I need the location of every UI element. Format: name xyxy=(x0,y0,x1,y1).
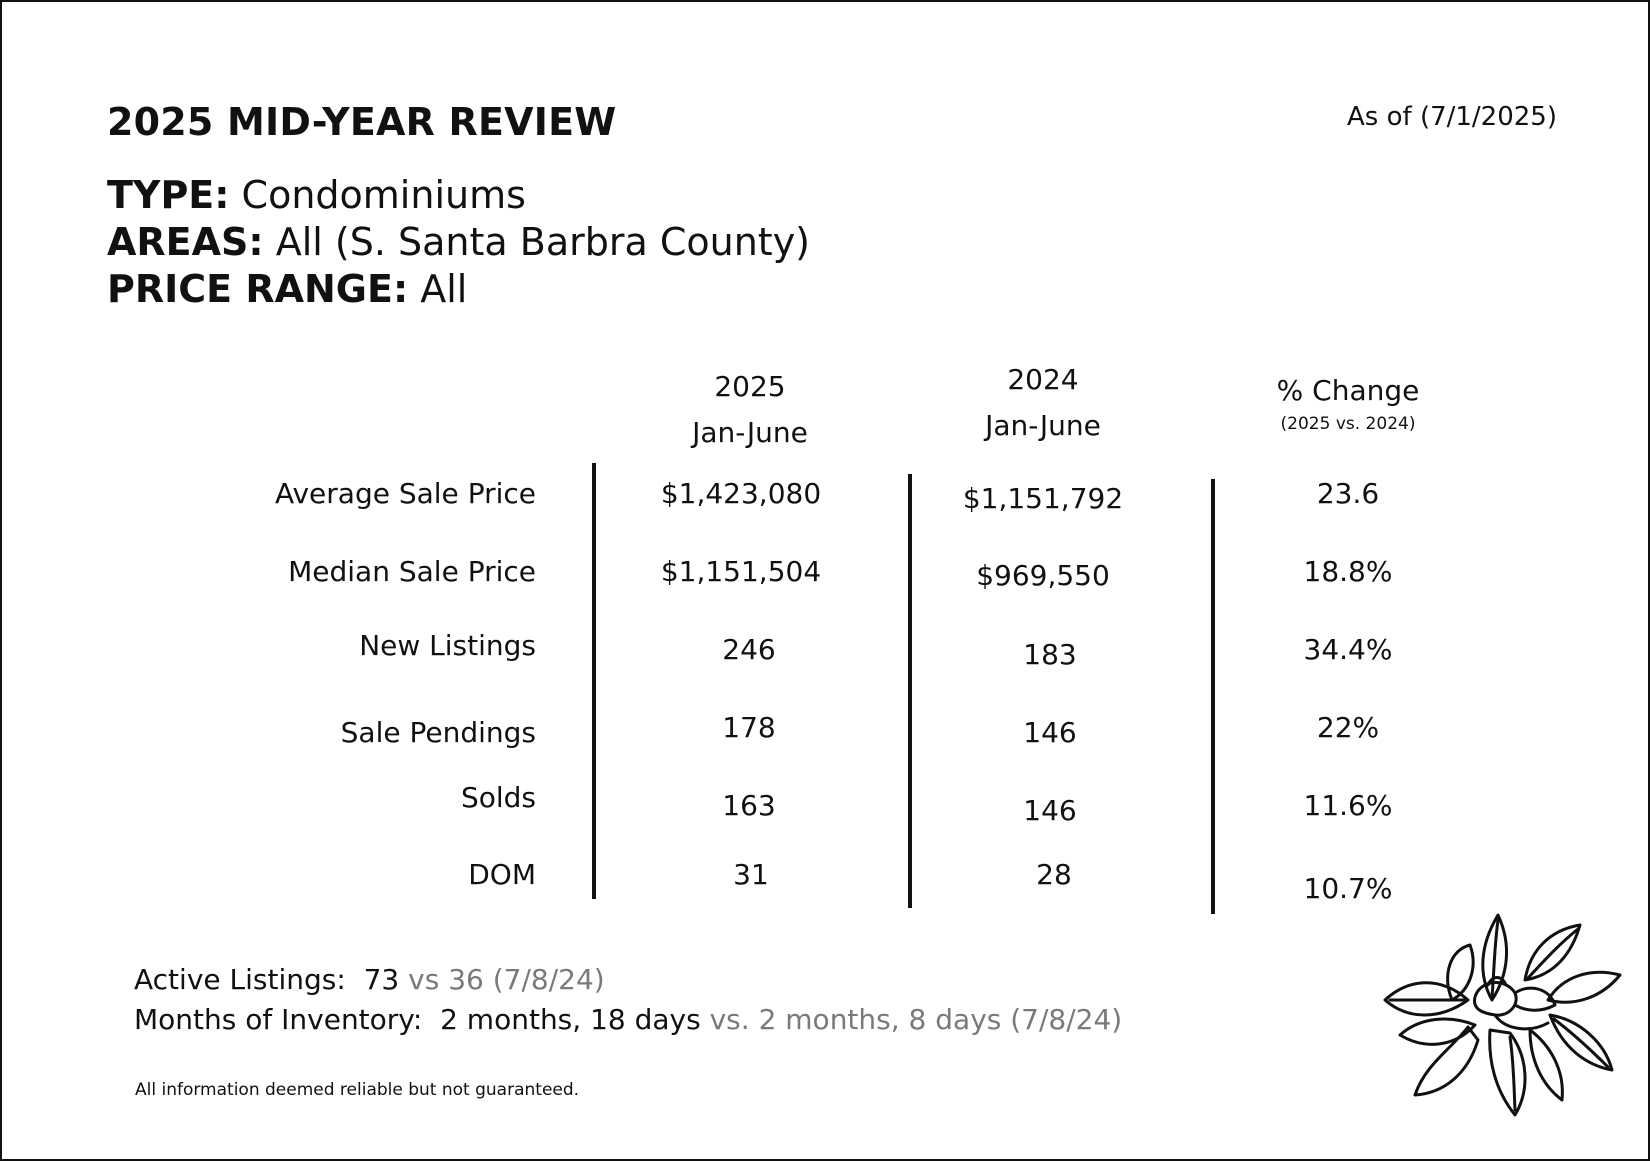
row-label-median-sale-price: Median Sale Price xyxy=(288,555,536,588)
cell-2024-average-sale-price: $1,151,792 xyxy=(962,482,1124,515)
cell-change-new-listings: 34.4% xyxy=(1303,633,1393,666)
disclaimer: All information deemed reliable but not … xyxy=(135,1080,580,1100)
active-listings-label: Active Listings: xyxy=(134,963,346,996)
cell-2024-new-listings: 183 xyxy=(1023,638,1077,671)
cell-change-dom: 10.7% xyxy=(1303,872,1393,905)
cell-2025-new-listings: 246 xyxy=(722,633,776,666)
divider-1 xyxy=(592,463,596,899)
cell-change-average-sale-price: 23.6 xyxy=(1316,477,1380,510)
col-header-change: % Change xyxy=(1276,374,1420,407)
row-label-sale-pendings: Sale Pendings xyxy=(340,716,536,749)
cell-2025-median-sale-price: $1,151,504 xyxy=(660,555,822,588)
cell-2025-average-sale-price: $1,423,080 xyxy=(660,477,822,510)
cell-2025-solds: 163 xyxy=(722,789,776,822)
meta-price-range: PRICE RANGE: All xyxy=(107,266,467,313)
as-of-date: As of (7/1/2025) xyxy=(1347,102,1557,132)
cell-change-median-sale-price: 18.8% xyxy=(1303,555,1393,588)
cell-2024-median-sale-price: $969,550 xyxy=(976,559,1110,592)
meta-areas-label: AREAS: xyxy=(107,220,264,264)
row-label-new-listings: New Listings xyxy=(359,629,536,662)
cell-change-sale-pendings: 22% xyxy=(1316,711,1380,744)
meta-areas: AREAS: All (S. Santa Barbra County) xyxy=(107,219,810,266)
meta-type-value: Condominiums xyxy=(241,173,526,217)
divider-2 xyxy=(908,474,912,908)
months-inventory-compare: vs. 2 months, 8 days (7/8/24) xyxy=(709,1003,1123,1036)
meta-areas-value: All (S. Santa Barbra County) xyxy=(275,220,811,264)
col-header-2024-period: Jan-June xyxy=(985,409,1101,442)
page-title: 2025 MID-YEAR REVIEW xyxy=(107,100,617,144)
cell-2024-solds: 146 xyxy=(1023,794,1077,827)
cell-change-solds: 11.6% xyxy=(1303,789,1393,822)
cell-2024-sale-pendings: 146 xyxy=(1023,716,1077,749)
active-listings-line: Active Listings: 73 vs 36 (7/8/24) xyxy=(134,963,605,996)
months-inventory-value: 2 months, 18 days xyxy=(440,1003,701,1036)
months-inventory-label: Months of Inventory: xyxy=(134,1003,423,1036)
cell-2024-dom: 28 xyxy=(1036,858,1072,891)
cell-2025-dom: 31 xyxy=(733,858,769,891)
meta-price-label: PRICE RANGE: xyxy=(107,267,409,311)
row-label-dom: DOM xyxy=(468,858,536,891)
col-header-2024-year: 2024 xyxy=(1007,363,1079,396)
meta-type: TYPE: Condominiums xyxy=(107,172,526,219)
col-header-2025-period: Jan-June xyxy=(692,416,808,449)
active-listings-compare: vs 36 (7/8/24) xyxy=(408,963,605,996)
row-label-average-sale-price: Average Sale Price xyxy=(274,477,536,510)
magnolia-flower-icon xyxy=(1383,913,1622,1117)
divider-3 xyxy=(1211,479,1215,914)
row-label-solds: Solds xyxy=(460,781,536,814)
col-header-change-sub: (2025 vs. 2024) xyxy=(1280,414,1416,434)
meta-type-label: TYPE: xyxy=(107,173,230,217)
cell-2025-sale-pendings: 178 xyxy=(722,711,776,744)
months-inventory-line: Months of Inventory: 2 months, 18 days v… xyxy=(134,1003,1122,1036)
active-listings-value: 73 xyxy=(363,963,400,996)
col-header-2025-year: 2025 xyxy=(714,370,786,403)
meta-price-value: All xyxy=(420,267,468,311)
